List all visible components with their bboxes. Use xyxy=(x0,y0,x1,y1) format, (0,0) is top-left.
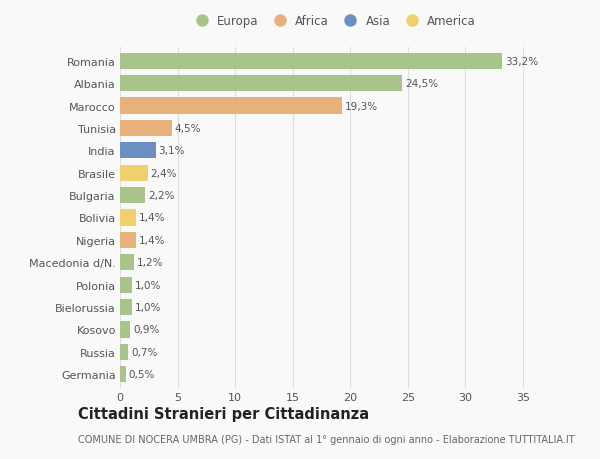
Bar xyxy=(120,299,131,315)
Text: COMUNE DI NOCERA UMBRA (PG) - Dati ISTAT al 1° gennaio di ogni anno - Elaborazio: COMUNE DI NOCERA UMBRA (PG) - Dati ISTAT… xyxy=(78,434,575,444)
Text: 4,5%: 4,5% xyxy=(175,123,201,134)
Text: 1,4%: 1,4% xyxy=(139,235,166,246)
Bar xyxy=(120,76,402,92)
Text: 1,0%: 1,0% xyxy=(134,302,161,313)
Text: 33,2%: 33,2% xyxy=(505,56,538,67)
Text: 0,7%: 0,7% xyxy=(131,347,157,357)
Text: 19,3%: 19,3% xyxy=(345,101,378,111)
Bar xyxy=(120,277,131,293)
Text: Cittadini Stranieri per Cittadinanza: Cittadini Stranieri per Cittadinanza xyxy=(78,406,369,421)
Text: 0,9%: 0,9% xyxy=(133,325,160,335)
Text: 0,5%: 0,5% xyxy=(128,369,155,380)
Bar xyxy=(120,232,136,248)
Text: 2,2%: 2,2% xyxy=(148,190,175,201)
Bar xyxy=(120,344,128,360)
Bar xyxy=(120,121,172,137)
Text: 1,0%: 1,0% xyxy=(134,280,161,290)
Bar xyxy=(120,322,130,338)
Text: 24,5%: 24,5% xyxy=(405,79,438,89)
Bar xyxy=(120,165,148,181)
Bar xyxy=(120,255,134,271)
Text: 3,1%: 3,1% xyxy=(158,146,185,156)
Legend: Europa, Africa, Asia, America: Europa, Africa, Asia, America xyxy=(190,15,476,28)
Bar xyxy=(120,210,136,226)
Bar xyxy=(120,54,502,70)
Bar xyxy=(120,143,155,159)
Bar xyxy=(120,188,145,204)
Text: 1,2%: 1,2% xyxy=(137,257,163,268)
Bar xyxy=(120,98,342,114)
Text: 2,4%: 2,4% xyxy=(151,168,177,179)
Text: 1,4%: 1,4% xyxy=(139,213,166,223)
Bar xyxy=(120,366,126,382)
